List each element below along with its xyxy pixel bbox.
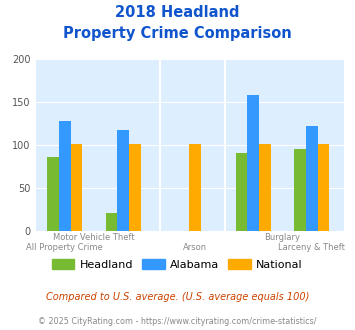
Bar <box>236 153 247 231</box>
Bar <box>106 213 118 231</box>
Bar <box>71 144 82 231</box>
Bar <box>294 148 306 231</box>
Text: © 2025 CityRating.com - https://www.cityrating.com/crime-statistics/: © 2025 CityRating.com - https://www.city… <box>38 317 317 326</box>
Bar <box>129 144 141 231</box>
Bar <box>306 126 318 231</box>
Legend: Headland, Alabama, National: Headland, Alabama, National <box>48 255 307 274</box>
Text: Property Crime Comparison: Property Crime Comparison <box>63 26 292 41</box>
Text: Motor Vehicle Theft: Motor Vehicle Theft <box>53 233 135 242</box>
Bar <box>59 121 71 231</box>
Bar <box>189 144 201 231</box>
Text: 2018 Headland: 2018 Headland <box>115 5 240 20</box>
Bar <box>118 130 129 231</box>
Bar <box>318 144 329 231</box>
Text: Larceny & Theft: Larceny & Theft <box>278 243 345 251</box>
Text: Burglary: Burglary <box>264 233 301 242</box>
Text: Compared to U.S. average. (U.S. average equals 100): Compared to U.S. average. (U.S. average … <box>46 292 309 302</box>
Text: Arson: Arson <box>183 243 207 251</box>
Bar <box>259 144 271 231</box>
Bar <box>247 95 259 231</box>
Text: All Property Crime: All Property Crime <box>26 243 103 251</box>
Bar <box>47 157 59 231</box>
